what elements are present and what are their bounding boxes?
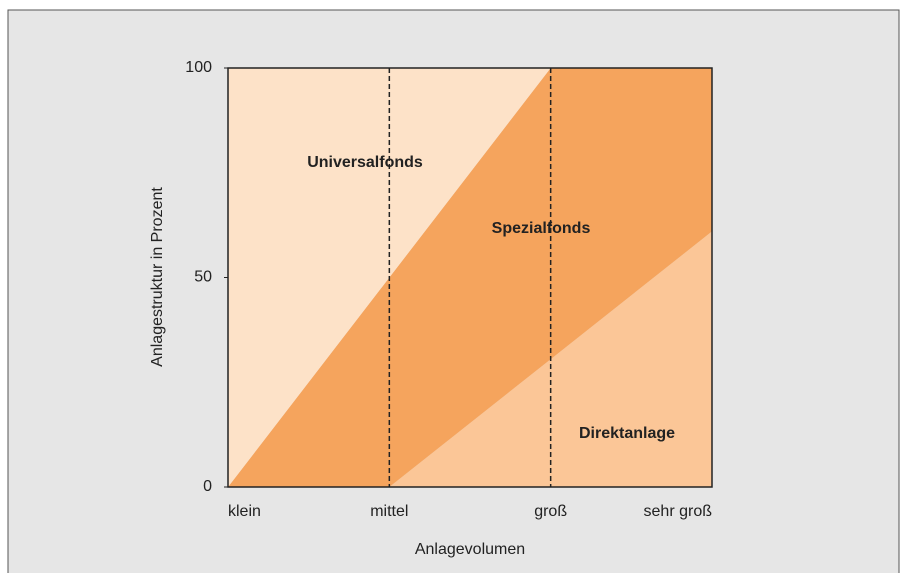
x-tick-label: klein (228, 503, 261, 520)
x-tick-label: sehr groß (644, 503, 713, 520)
x-axis-label: Anlagevolumen (415, 541, 525, 558)
y-tick-label: 50 (194, 269, 212, 286)
area (228, 68, 712, 487)
area-label: Direktanlage (579, 425, 675, 442)
x-tick-label: groß (534, 503, 567, 520)
y-tick-label: 100 (185, 59, 212, 76)
area (228, 68, 712, 487)
y-axis-label: Anlagestruktur in Prozent (149, 187, 166, 367)
area (228, 231, 712, 487)
area-label: Universalfonds (307, 154, 423, 171)
area-label: Spezialfonds (492, 220, 591, 237)
x-tick-label: mittel (370, 503, 408, 520)
y-tick-label: 0 (203, 478, 212, 495)
